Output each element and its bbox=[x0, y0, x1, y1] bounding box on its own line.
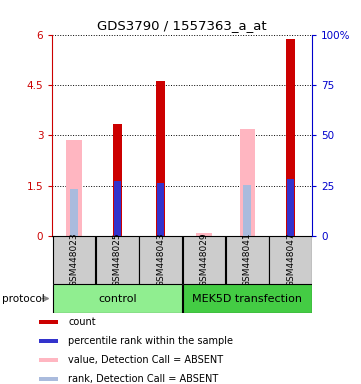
Bar bbox=[286, 39, 295, 236]
Bar bbox=[39, 377, 58, 381]
Text: GSM448023: GSM448023 bbox=[70, 232, 78, 286]
Text: MEK5D transfection: MEK5D transfection bbox=[192, 293, 302, 304]
Bar bbox=[156, 81, 165, 236]
Bar bbox=[114, 181, 121, 236]
Text: GSM448043: GSM448043 bbox=[156, 232, 165, 286]
Bar bbox=[287, 179, 294, 236]
Bar bbox=[183, 236, 225, 284]
Bar bbox=[139, 236, 182, 284]
Bar bbox=[70, 189, 78, 236]
Text: rank, Detection Call = ABSENT: rank, Detection Call = ABSENT bbox=[68, 374, 218, 384]
Bar bbox=[183, 284, 312, 313]
Bar bbox=[240, 129, 255, 236]
Bar bbox=[39, 358, 58, 362]
Text: control: control bbox=[98, 293, 136, 304]
Bar bbox=[39, 339, 58, 343]
Text: GSM448041: GSM448041 bbox=[243, 232, 252, 286]
Bar bbox=[39, 320, 58, 324]
Text: GSM448029: GSM448029 bbox=[200, 232, 208, 286]
Bar bbox=[113, 124, 122, 236]
Text: percentile rank within the sample: percentile rank within the sample bbox=[68, 336, 233, 346]
Text: GSM448025: GSM448025 bbox=[113, 232, 122, 286]
Bar bbox=[196, 233, 212, 236]
Bar bbox=[243, 185, 251, 236]
Bar bbox=[96, 236, 139, 284]
Bar bbox=[53, 236, 95, 284]
Bar bbox=[226, 236, 269, 284]
Bar bbox=[269, 236, 312, 284]
Bar bbox=[157, 184, 164, 236]
Title: GDS3790 / 1557363_a_at: GDS3790 / 1557363_a_at bbox=[97, 19, 267, 32]
Text: GSM448047: GSM448047 bbox=[286, 232, 295, 286]
Text: protocol: protocol bbox=[2, 294, 44, 304]
Text: value, Detection Call = ABSENT: value, Detection Call = ABSENT bbox=[68, 355, 223, 365]
Text: count: count bbox=[68, 317, 96, 327]
Bar bbox=[66, 141, 82, 236]
Bar bbox=[53, 284, 182, 313]
